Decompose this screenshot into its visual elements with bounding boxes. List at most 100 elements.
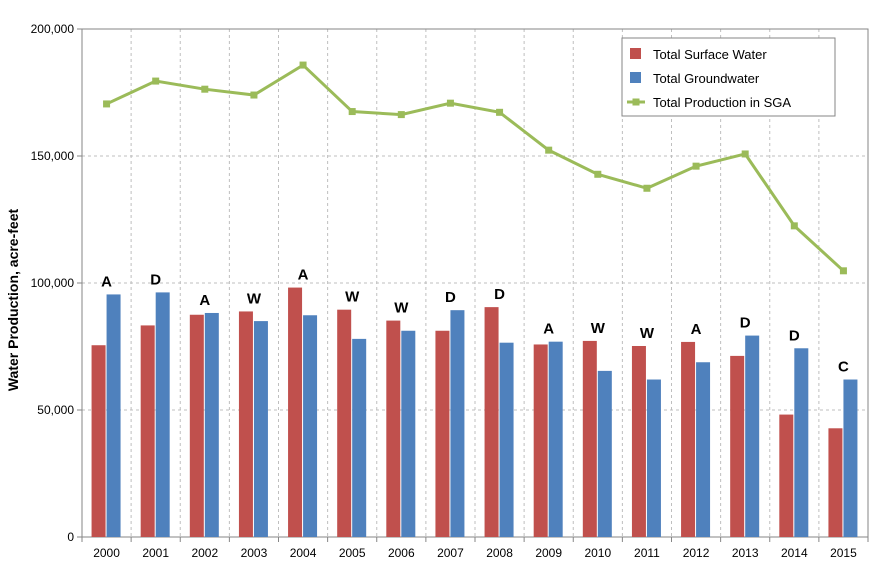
- bar-annotation-label: A: [691, 321, 702, 338]
- bar-surface-water: [533, 344, 548, 537]
- bar-groundwater: [745, 335, 760, 537]
- bar-annotation-label: A: [543, 321, 554, 338]
- bar-surface-water: [189, 314, 204, 537]
- bar-annotation-label: A: [199, 292, 210, 309]
- bar-annotation-label: W: [247, 290, 262, 307]
- x-tick-label: 2011: [634, 546, 660, 560]
- bar-groundwater: [352, 338, 367, 537]
- bar-annotation-label: W: [345, 289, 360, 306]
- x-tick-label: 2005: [339, 546, 366, 560]
- y-tick-label: 0: [67, 530, 74, 544]
- x-tick-label: 2008: [486, 546, 513, 560]
- production-marker: [299, 61, 307, 69]
- production-marker: [643, 184, 651, 192]
- x-tick-label: 2001: [142, 546, 169, 560]
- bar-surface-water: [337, 309, 352, 537]
- bar-groundwater: [843, 379, 858, 537]
- legend: Total Surface Water Total Groundwater Tota…: [621, 37, 836, 117]
- bar-annotation-label: A: [298, 267, 309, 284]
- production-marker: [594, 170, 602, 178]
- legend-swatch: [630, 48, 641, 59]
- bar-surface-water: [238, 311, 253, 537]
- bar-groundwater: [106, 294, 121, 537]
- y-tick-label: 200,000: [31, 22, 75, 36]
- production-marker: [545, 146, 553, 154]
- bar-annotation-label: D: [494, 286, 505, 303]
- axes: 0 50,000 100,000 150,000 200,000 2000 2001 2002…: [31, 22, 869, 560]
- bar-surface-water: [386, 320, 401, 537]
- x-tick-label: 2004: [290, 546, 317, 560]
- production-marker: [152, 77, 160, 85]
- y-tick-label: 50,000: [37, 403, 74, 417]
- bar-groundwater: [499, 342, 514, 537]
- bar-groundwater: [696, 362, 711, 537]
- production-line: [103, 61, 847, 275]
- legend-box: [621, 37, 836, 117]
- y-tick-label: 100,000: [31, 276, 75, 290]
- bar-groundwater: [401, 330, 416, 537]
- x-tick-label: 2000: [93, 546, 120, 560]
- x-tick-label: 2010: [584, 546, 611, 560]
- x-tick-label: 2006: [388, 546, 415, 560]
- x-tick-label: 2002: [191, 546, 218, 560]
- bar-labels: A D A W A W W D D A W W A D D C: [101, 267, 849, 376]
- x-tick-label: 2003: [241, 546, 268, 560]
- bar-surface-water: [779, 414, 794, 537]
- x-tick-label: 2007: [437, 546, 464, 560]
- bar-surface-water: [91, 345, 106, 537]
- production-marker: [790, 222, 798, 230]
- bar-surface-water: [484, 307, 499, 537]
- bar-annotation-label: D: [789, 327, 800, 344]
- bar-groundwater: [303, 315, 318, 537]
- production-marker: [692, 162, 700, 170]
- production-marker: [741, 150, 749, 158]
- production-marker: [839, 267, 847, 275]
- production-marker: [103, 100, 111, 108]
- x-tick-label: 2009: [535, 546, 562, 560]
- bar-groundwater: [204, 312, 219, 537]
- x-tick-label: 2015: [830, 546, 857, 560]
- production-marker: [446, 99, 454, 107]
- bar-surface-water: [828, 428, 843, 537]
- bar-surface-water: [288, 287, 303, 537]
- legend-swatch: [630, 72, 641, 83]
- bar-surface-water: [730, 355, 745, 537]
- legend-label: Total Production in SGA: [653, 95, 791, 110]
- bar-annotation-label: C: [838, 359, 849, 376]
- bar-annotation-label: W: [394, 300, 409, 317]
- y-axis-title: Water Production, acre-feet: [5, 209, 21, 392]
- bar-surface-water: [140, 325, 155, 537]
- production-marker: [496, 108, 504, 116]
- bar-annotation-label: D: [445, 289, 456, 306]
- bar-surface-water: [435, 330, 450, 537]
- bar-groundwater: [597, 370, 612, 537]
- bar-annotation-label: D: [150, 271, 161, 288]
- legend-label: Total Surface Water: [653, 47, 767, 62]
- production-marker: [397, 111, 405, 119]
- bar-annotation-label: W: [591, 320, 606, 337]
- legend-label: Total Groundwater: [653, 71, 760, 86]
- x-tick-label: 2012: [683, 546, 710, 560]
- x-tick-label: 2014: [781, 546, 808, 560]
- bar-annotation-label: D: [740, 315, 751, 332]
- production-marker: [201, 85, 209, 93]
- production-marker: [348, 108, 356, 116]
- bar-surface-water: [681, 341, 696, 537]
- bar-groundwater: [253, 321, 268, 537]
- bar-surface-water: [631, 345, 646, 537]
- bars: [91, 287, 858, 537]
- bar-annotation-label: W: [640, 325, 655, 342]
- bar-groundwater: [646, 379, 661, 537]
- bar-surface-water: [582, 340, 597, 537]
- legend-marker: [632, 98, 640, 106]
- y-tick-label: 150,000: [31, 149, 75, 163]
- production-line-path: [105, 63, 845, 272]
- bar-annotation-label: A: [101, 273, 112, 290]
- x-tick-label: 2013: [732, 546, 759, 560]
- bar-groundwater: [450, 310, 465, 537]
- bar-groundwater: [548, 341, 563, 537]
- bar-groundwater: [794, 348, 809, 537]
- bar-groundwater: [155, 292, 170, 537]
